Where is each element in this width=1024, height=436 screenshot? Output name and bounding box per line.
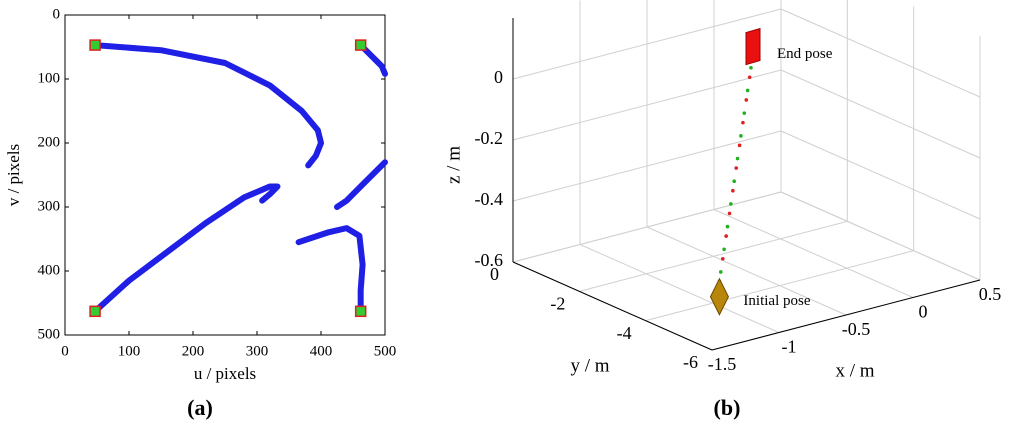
trajectory-point	[739, 134, 743, 138]
x-tick-label: 100	[118, 343, 141, 359]
grid-line	[512, 191, 782, 263]
y-tick-label: -4	[617, 323, 632, 343]
y-tick-label: 100	[38, 70, 61, 86]
plot-frame	[64, 14, 386, 336]
y-tick-label: -6	[683, 352, 698, 372]
axis-line	[711, 279, 981, 351]
start-marker	[89, 39, 101, 51]
grid-line	[646, 226, 847, 316]
grid-line	[512, 69, 782, 141]
grid-line	[512, 8, 782, 80]
y-tick-label: 0	[53, 6, 61, 22]
x-tick-label: 0.5	[979, 284, 1002, 304]
z-tick-label: -0.6	[475, 250, 504, 270]
x-tick-label: -0.5	[842, 319, 871, 339]
start-marker	[354, 305, 367, 318]
trajectory-point	[737, 143, 742, 148]
trajectory-point	[722, 247, 726, 252]
y-tick-label: 0	[490, 264, 499, 284]
trajectory	[92, 183, 281, 315]
y-tick-label: -2	[550, 293, 565, 313]
x-tick-label: -1	[782, 337, 797, 357]
x-axis-label: x / m	[835, 360, 874, 381]
z-tick-label: -0.2	[475, 128, 504, 148]
trajectory-point	[747, 75, 752, 80]
trajectory-point	[727, 211, 732, 216]
grid-line	[780, 69, 981, 159]
y-tick-label: 300	[38, 198, 61, 214]
caption: (a)	[187, 395, 213, 420]
trajectory	[92, 42, 324, 169]
pose-label: Initial pose	[743, 293, 810, 309]
trajectory-point	[725, 224, 730, 229]
y-tick-label: 200	[38, 134, 61, 150]
trajectory-point	[734, 166, 739, 170]
z-tick-label: -0.4	[475, 189, 504, 209]
grid-line	[512, 130, 782, 202]
trajectory-point	[749, 65, 753, 70]
axis-line	[512, 261, 713, 351]
trajectory-point	[744, 98, 749, 102]
z-tick-label: 0	[494, 67, 503, 87]
y-tick-label: 400	[38, 262, 61, 278]
z-axis-label: z / m	[443, 146, 464, 184]
x-tick-label: 200	[182, 343, 205, 359]
grid-line	[713, 209, 914, 298]
x-tick-label: 0	[61, 343, 69, 359]
start-marker	[354, 39, 367, 51]
grid-line	[780, 130, 981, 220]
trajectory	[295, 225, 366, 315]
grid-line	[780, 8, 981, 98]
y-axis-label: v / pixels	[4, 144, 23, 206]
end-pose	[745, 27, 761, 66]
x-tick-label: 500	[374, 343, 397, 359]
trajectory-point	[742, 111, 747, 115]
grid-line	[579, 244, 780, 333]
trajectory-point	[724, 234, 728, 238]
trajectory-point	[741, 120, 745, 125]
y-tick-label: 500	[38, 326, 61, 342]
trajectory	[334, 159, 388, 210]
grid-line	[780, 191, 981, 281]
grid-line	[645, 250, 914, 322]
grid-line	[579, 220, 848, 292]
trajectory-point	[718, 270, 723, 274]
y-axis-label: y / m	[570, 355, 609, 376]
start-marker	[89, 305, 101, 318]
x-tick-label: -1.5	[708, 354, 737, 374]
trajectory-point	[731, 188, 735, 193]
x-tick-label: 300	[246, 343, 269, 359]
trajectory-point	[735, 156, 740, 161]
initial-pose	[709, 277, 729, 316]
x-axis-label: u / pixels	[194, 364, 256, 383]
caption: (b)	[714, 395, 741, 420]
pose-label: End pose	[777, 46, 833, 62]
trajectory-point	[720, 256, 725, 261]
trajectory-point	[729, 202, 733, 206]
trajectory	[357, 42, 388, 77]
x-tick-label: 400	[310, 343, 333, 359]
trajectory-point	[732, 179, 736, 184]
trajectory-point	[745, 88, 750, 93]
x-tick-label: 0	[919, 302, 928, 322]
